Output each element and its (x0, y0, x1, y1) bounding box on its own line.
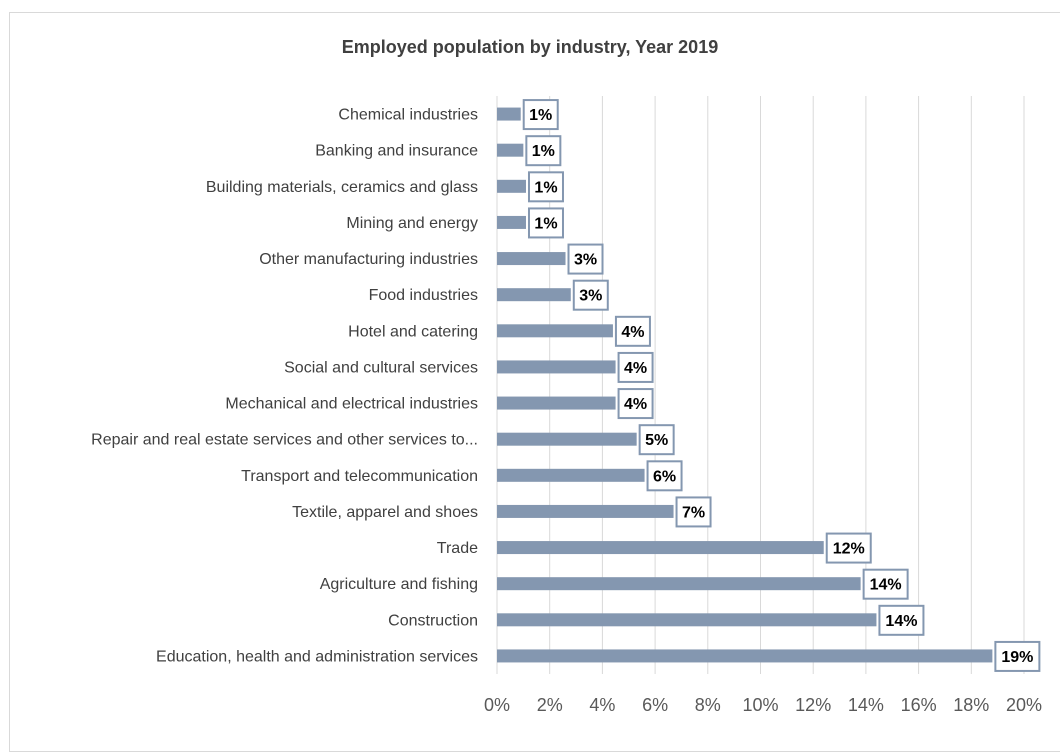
category-label: Chemical industries (338, 107, 478, 124)
data-label: 3% (579, 288, 602, 305)
data-label: 1% (534, 179, 557, 196)
bar (497, 504, 674, 518)
data-label-box (862, 568, 909, 600)
bar (497, 288, 571, 302)
data-label-box (994, 640, 1041, 672)
category-label: Trade (437, 540, 478, 557)
data-label-box (638, 424, 675, 456)
bar (497, 252, 566, 266)
category-label: Banking and insurance (315, 143, 478, 160)
x-tick-label: 6% (642, 695, 668, 715)
category-label: Education, health and administration ser… (156, 648, 478, 665)
bar (497, 143, 524, 157)
category-label: Social and cultural services (284, 359, 478, 376)
bar (497, 432, 637, 446)
bar (497, 468, 645, 482)
bar (497, 324, 613, 338)
data-label-box (646, 460, 683, 492)
category-label: Mining and energy (346, 215, 478, 232)
bar (497, 215, 526, 229)
bar (497, 541, 824, 555)
x-tick-label: 14% (848, 695, 884, 715)
data-label: 1% (534, 215, 557, 232)
data-label: 7% (682, 504, 705, 521)
category-label: Repair and real estate services and othe… (91, 432, 478, 449)
data-label: 1% (529, 107, 552, 124)
data-label: 19% (1001, 649, 1033, 666)
category-label: Agriculture and fishing (320, 576, 478, 593)
data-label-box (614, 315, 651, 347)
bar (497, 360, 616, 374)
bar (497, 396, 616, 410)
data-label-box (617, 351, 654, 383)
x-tick-label: 18% (953, 695, 989, 715)
category-label: Other manufacturing industries (259, 251, 478, 268)
bar (497, 179, 526, 193)
data-label-box (617, 388, 654, 420)
data-label: 6% (653, 468, 676, 485)
data-label: 14% (870, 577, 902, 594)
data-label-box (522, 99, 559, 131)
data-label-box (567, 243, 604, 275)
data-label: 5% (645, 432, 668, 449)
x-tick-label: 12% (795, 695, 831, 715)
x-tick-label: 8% (695, 695, 721, 715)
chart-title: Employed population by industry, Year 20… (341, 37, 719, 57)
x-tick-label: 16% (901, 695, 937, 715)
category-label: Mechanical and electrical industries (225, 396, 478, 413)
data-label-box (878, 604, 925, 636)
data-label: 4% (621, 324, 644, 341)
category-label: Building materials, ceramics and glass (206, 179, 478, 196)
bar (497, 649, 993, 663)
bar (497, 577, 861, 591)
category-label: Textile, apparel and shoes (292, 504, 478, 521)
category-label: Food industries (369, 287, 478, 304)
x-tick-label: 0% (484, 695, 510, 715)
data-label-box (675, 496, 712, 528)
bar (497, 107, 521, 121)
x-tick-label: 20% (1006, 695, 1042, 715)
category-label: Transport and telecommunication (241, 468, 478, 485)
category-label: Hotel and catering (348, 323, 478, 340)
data-label-box (527, 207, 564, 239)
category-label: Construction (388, 612, 478, 629)
data-label-box (525, 135, 562, 167)
x-tick-label: 4% (589, 695, 615, 715)
data-label: 3% (574, 252, 597, 269)
data-label-box (572, 279, 609, 311)
data-label: 4% (624, 360, 647, 377)
x-tick-label: 10% (742, 695, 778, 715)
data-label: 4% (624, 396, 647, 413)
x-tick-label: 2% (537, 695, 563, 715)
bar (497, 613, 877, 627)
data-label-box (825, 532, 872, 564)
bar-chart: 0% 2% 4% 6% 8% 10% 12% 14% 16% 18% 20% Chemical ind… (91, 96, 1042, 715)
data-label: 14% (885, 613, 917, 630)
data-label: 1% (532, 143, 555, 160)
data-label: 12% (833, 541, 865, 558)
data-label-box (527, 171, 564, 203)
